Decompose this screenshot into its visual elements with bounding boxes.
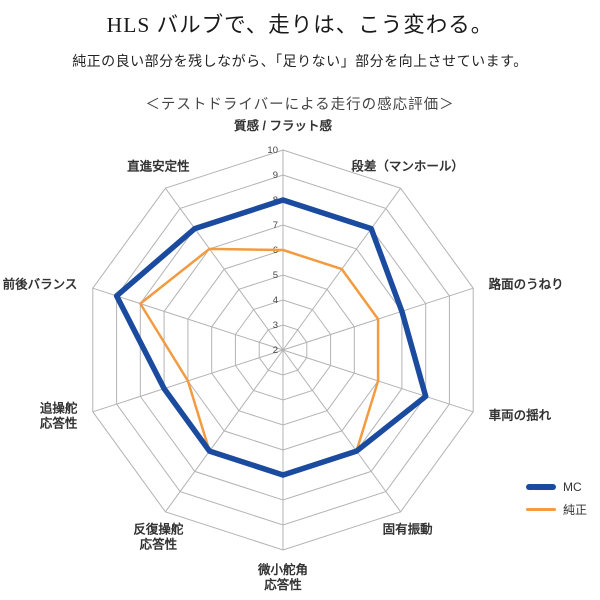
tick-label: 10 (267, 145, 278, 156)
axis-label: 微小舵角応答性 (257, 562, 308, 592)
axis-label: 車両の揺れ (489, 408, 552, 423)
axis-label: 質感 / フラット感 (234, 118, 332, 133)
chart-legend: MC 純正 (526, 480, 587, 518)
page-title: HLS バルブで、走りは、こう変わる。 (106, 13, 494, 37)
axis-label: 反復操舵応答性 (133, 522, 184, 552)
grid-spoke (164, 349, 284, 513)
axis-label: 段差（マンホール） (351, 159, 464, 174)
axis-label: 前後バランス (3, 277, 78, 292)
axis-label: 固有振動 (383, 522, 433, 537)
legend-item: 純正 (526, 501, 587, 518)
legend-label: MC (563, 480, 582, 494)
tick-label: 2 (273, 345, 278, 356)
tick-label: 7 (273, 220, 278, 231)
grid-spoke (164, 187, 284, 351)
legend-label: 純正 (563, 503, 588, 517)
page-subtitle: 純正の良い部分を残しながら、「足りない」部分を向上させています。 (72, 55, 528, 70)
legend-item: MC (526, 480, 587, 494)
grid-spoke (92, 287, 284, 351)
axis-label: 追操舵応答性 (40, 401, 78, 431)
tick-label: 5 (273, 270, 278, 281)
legend-swatch (526, 508, 556, 511)
grid-spoke (282, 349, 402, 513)
header: HLS バルブで、走りは、こう変わる。 純正の良い部分を残しながら、「足りない」… (0, 0, 600, 114)
axis-label: 直進安定性 (127, 159, 190, 174)
chart-caption: ＜テストドライバーによる走行の感応評価＞ (145, 97, 455, 113)
legend-swatch (526, 484, 556, 490)
tick-label: 3 (273, 320, 278, 331)
tick-label: 4 (273, 295, 278, 306)
tick-label: 9 (273, 170, 278, 181)
axis-label: 路面のうねり (489, 277, 564, 292)
series-line-MC (113, 197, 429, 478)
